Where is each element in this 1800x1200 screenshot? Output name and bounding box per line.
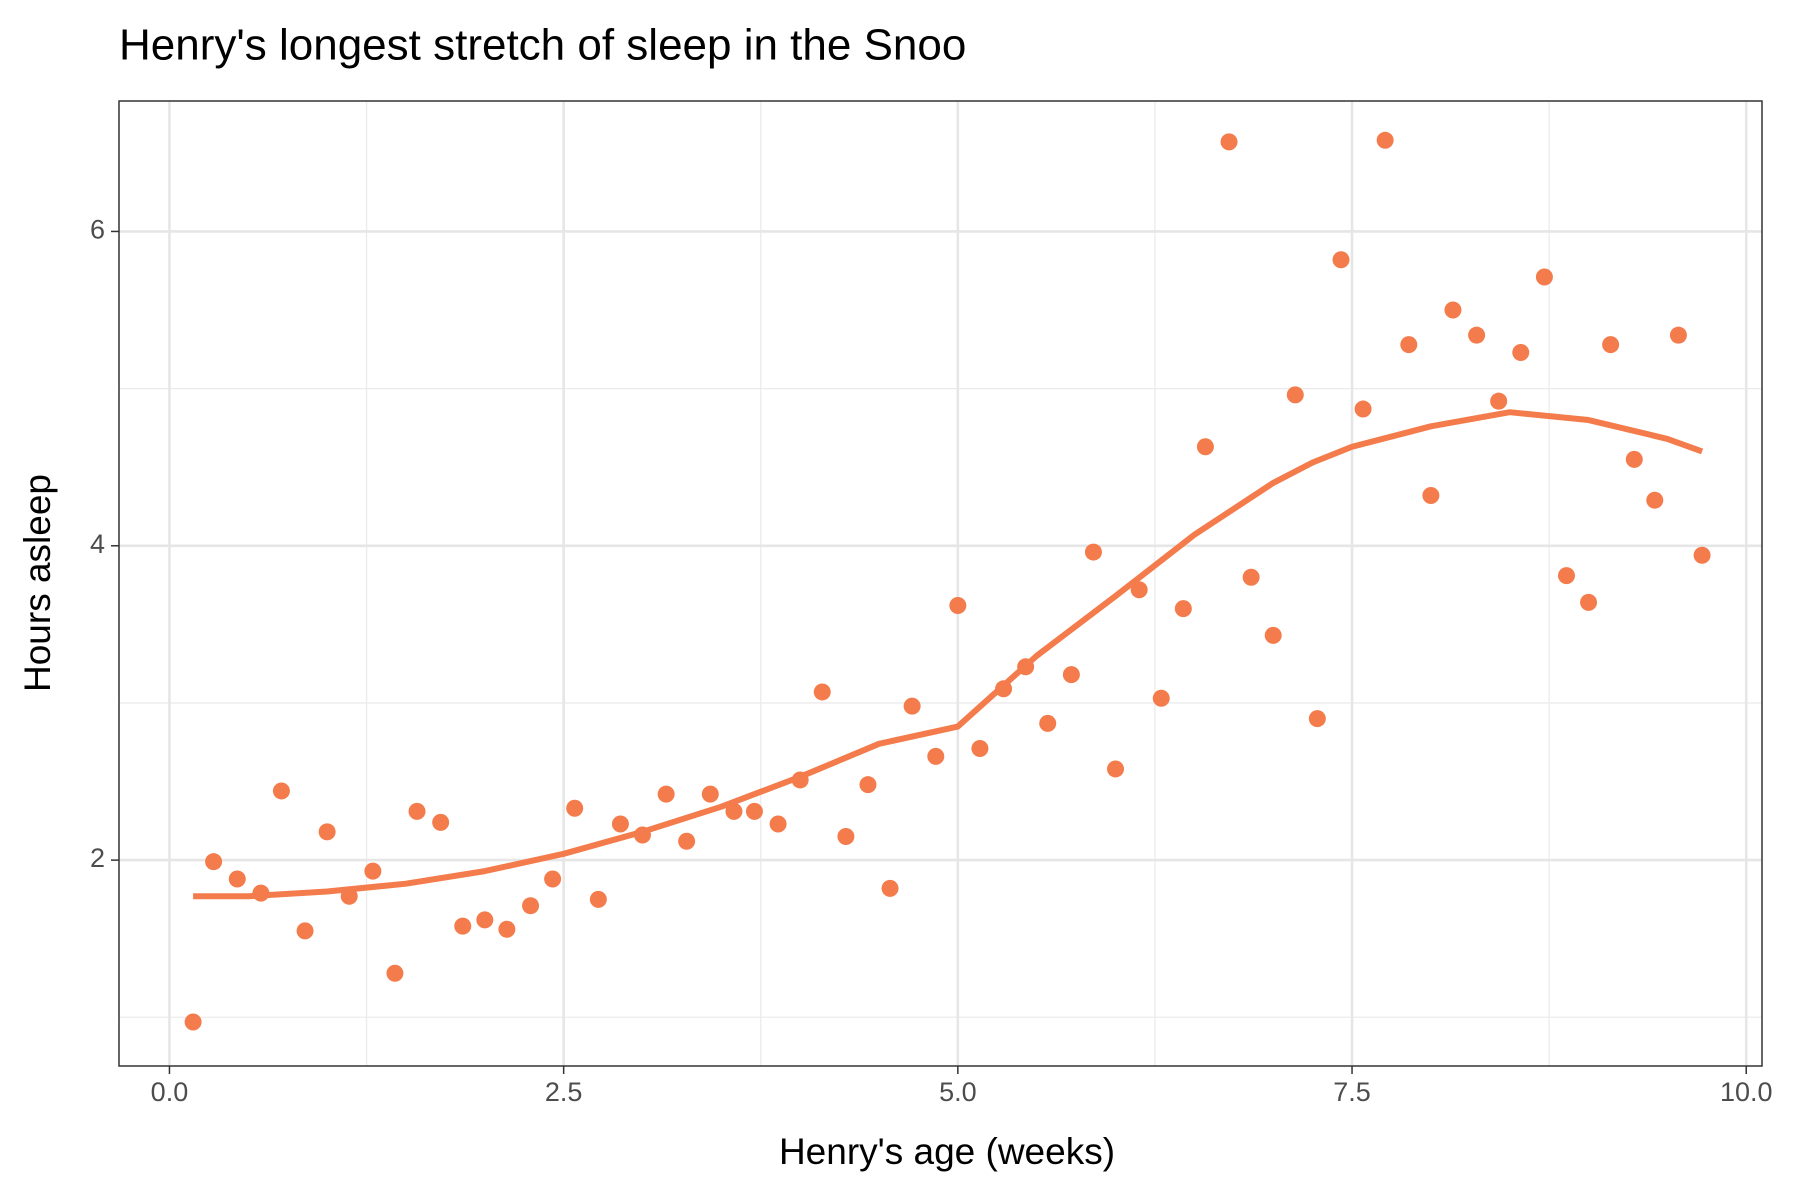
point (1468, 326, 1486, 344)
point (1107, 760, 1125, 778)
y-tick-label: 6 (90, 215, 105, 245)
point (1264, 626, 1282, 644)
point (408, 802, 426, 820)
point (1062, 666, 1080, 684)
x-tick-label: 2.5 (545, 1077, 583, 1107)
point (1444, 301, 1462, 319)
point (1693, 546, 1711, 564)
point (678, 832, 696, 850)
point (1308, 710, 1326, 728)
point (1400, 336, 1418, 354)
point (1580, 593, 1598, 611)
point (432, 813, 450, 831)
point (228, 870, 246, 888)
point (859, 776, 877, 794)
point (971, 740, 989, 758)
point (611, 815, 629, 833)
point (544, 870, 562, 888)
x-tick-label: 0.0 (151, 1077, 189, 1107)
point (498, 920, 516, 938)
point (1196, 438, 1214, 456)
point (205, 853, 223, 871)
point (1152, 689, 1170, 707)
smooth-line (193, 409, 1704, 900)
point (1332, 251, 1350, 269)
point (1242, 568, 1260, 586)
point (1130, 581, 1148, 599)
point (1535, 268, 1553, 286)
point (1220, 133, 1238, 151)
point (837, 828, 855, 846)
point (1422, 486, 1440, 504)
point (184, 1013, 202, 1031)
point (272, 782, 290, 800)
y-tick-label: 2 (90, 843, 105, 873)
point (769, 815, 787, 833)
y-tick-label: 4 (90, 529, 105, 559)
point (1490, 392, 1508, 410)
point (1376, 131, 1394, 149)
x-tick-label: 5.0 (939, 1077, 977, 1107)
point (522, 897, 540, 915)
point (1174, 600, 1192, 618)
point (949, 597, 967, 615)
point (318, 823, 336, 841)
point (881, 879, 899, 897)
point (1039, 714, 1057, 732)
x-tick-label: 7.5 (1333, 1077, 1371, 1107)
point (1557, 567, 1575, 585)
point (364, 862, 382, 880)
point (1512, 343, 1530, 361)
point (296, 922, 314, 940)
point (589, 890, 607, 908)
point (386, 964, 404, 982)
x-tick-label: 10.0 (1720, 1077, 1773, 1107)
point (1286, 386, 1304, 404)
point (701, 785, 719, 803)
point (1354, 400, 1372, 418)
point (1646, 491, 1664, 509)
point (566, 799, 584, 817)
point (476, 911, 494, 929)
point (813, 683, 831, 701)
point (1084, 543, 1102, 561)
point (725, 802, 743, 820)
point (1669, 326, 1687, 344)
point (903, 697, 921, 715)
point (745, 802, 763, 820)
point (1625, 450, 1643, 468)
x-axis-title: Henry's age (weeks) (779, 1131, 1115, 1172)
plot-border (118, 100, 1763, 1067)
y-axis-title: Hours asleep (17, 474, 58, 692)
point (657, 785, 675, 803)
chart-title: Henry's longest stretch of sleep in the … (119, 21, 966, 70)
point (927, 747, 945, 765)
point (1602, 336, 1620, 354)
point (454, 917, 472, 935)
